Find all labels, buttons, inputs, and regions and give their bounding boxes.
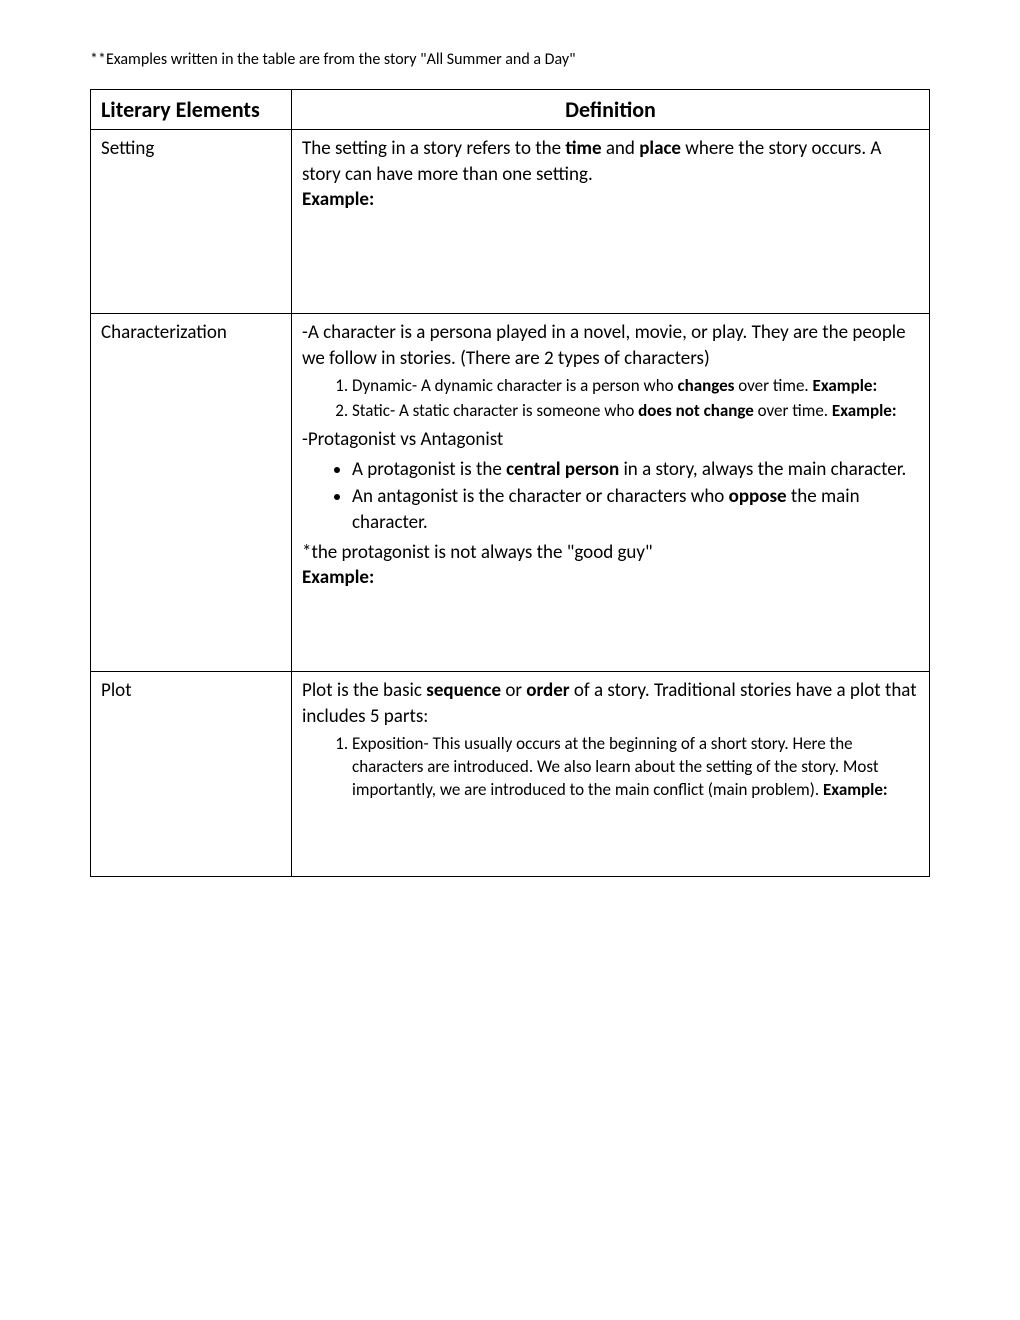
setting-bold-time: time — [565, 137, 601, 160]
setting-text-before: The setting in a story refers to the — [302, 137, 565, 160]
cell-plot-label: Plot — [91, 671, 292, 876]
cell-plot-definition: Plot is the basic sequence or order of a… — [292, 671, 930, 876]
antag-prefix: An antagonist is the character or charac… — [352, 485, 729, 508]
plot-bold-order: order — [526, 679, 569, 702]
row-setting: Setting The setting in a story refers to… — [91, 130, 930, 314]
dynamic-prefix: Dynamic- A dynamic character is a person… — [352, 375, 677, 396]
protag-suffix: in a story, always the main character. — [619, 458, 906, 481]
cell-setting-label: Setting — [91, 130, 292, 314]
static-prefix: Static- A static character is someone wh… — [352, 400, 638, 421]
exposition-example: Example: — [823, 779, 888, 800]
exposition-text: Exposition- This usually occurs at the b… — [352, 733, 879, 800]
protag-heading: -Protagonist vs Antagonist — [302, 428, 503, 451]
intro-note: **Examples written in the table are from… — [90, 50, 930, 69]
header-elements: Literary Elements — [91, 90, 292, 130]
static-suffix: over time. — [754, 400, 832, 421]
header-definition: Definition — [292, 90, 930, 130]
static-example: Example: — [832, 400, 897, 421]
antag-bold: oppose — [729, 485, 787, 508]
characterization-note: *the protagonist is not always the "good… — [302, 541, 653, 564]
row-characterization: Characterization -A character is a perso… — [91, 313, 930, 671]
row-plot: Plot Plot is the basic sequence or order… — [91, 671, 930, 876]
dynamic-example: Example: — [813, 375, 878, 396]
header-row: Literary Elements Definition — [91, 90, 930, 130]
list-item-antagonist: An antagonist is the character or charac… — [352, 484, 919, 535]
cell-characterization-label: Characterization — [91, 313, 292, 671]
plot-bold-sequence: sequence — [426, 679, 501, 702]
characterization-example-label: Example: — [302, 566, 374, 589]
list-item-static: Static- A static character is someone wh… — [352, 400, 919, 423]
plot-intro-mid: or — [501, 679, 526, 702]
setting-text-mid: and — [602, 137, 640, 160]
cell-setting-definition: The setting in a story refers to the tim… — [292, 130, 930, 314]
setting-bold-place: place — [639, 137, 681, 160]
protag-antag-list: A protagonist is the central person in a… — [302, 457, 919, 536]
protag-prefix: A protagonist is the — [352, 458, 506, 481]
protag-bold: central person — [506, 458, 619, 481]
characterization-types-list: Dynamic- A dynamic character is a person… — [302, 375, 919, 423]
plot-intro-prefix: Plot is the basic — [302, 679, 426, 702]
cell-characterization-definition: -A character is a persona played in a no… — [292, 313, 930, 671]
literary-elements-table: Literary Elements Definition Setting The… — [90, 89, 930, 877]
list-item-protagonist: A protagonist is the central person in a… — [352, 457, 919, 483]
list-item-dynamic: Dynamic- A dynamic character is a person… — [352, 375, 919, 398]
list-item-exposition: Exposition- This usually occurs at the b… — [352, 733, 919, 802]
characterization-intro: -A character is a persona played in a no… — [302, 321, 906, 370]
dynamic-suffix: over time. — [734, 375, 812, 396]
setting-example-label: Example: — [302, 188, 374, 211]
plot-parts-list: Exposition- This usually occurs at the b… — [302, 733, 919, 802]
static-bold: does not change — [638, 400, 754, 421]
dynamic-bold: changes — [677, 375, 734, 396]
